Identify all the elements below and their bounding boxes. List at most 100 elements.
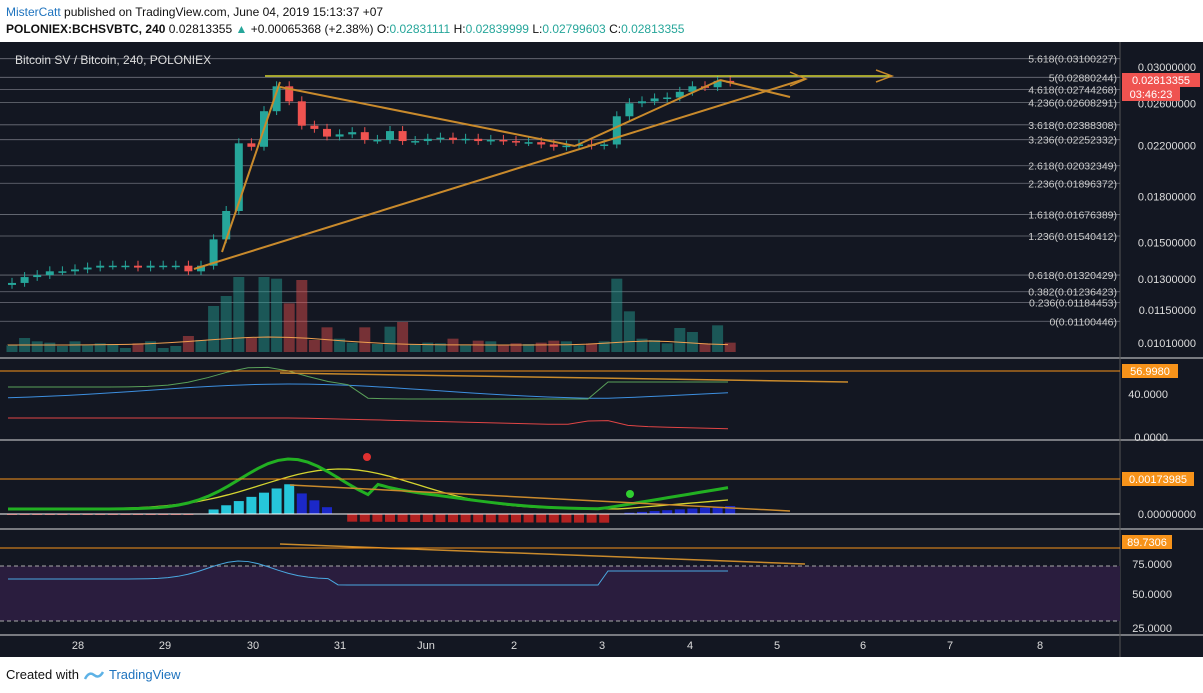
macd-histogram-bar	[309, 500, 320, 514]
volume-bar	[497, 345, 509, 352]
candle	[8, 282, 16, 285]
volume-bar	[182, 336, 194, 352]
price-change: +0.00065368 (+2.38%)	[250, 22, 374, 36]
macd-histogram-bar	[372, 514, 383, 522]
candle	[524, 142, 533, 144]
time-tick-label: 6	[860, 640, 866, 652]
candle	[360, 132, 369, 140]
candle	[297, 101, 306, 126]
volume-bar	[283, 303, 295, 352]
macd-histogram-bar	[637, 511, 647, 514]
macd-histogram-bar	[485, 514, 496, 523]
volume-bar	[485, 341, 497, 352]
macd-line	[8, 457, 729, 511]
macd-histogram-bar	[460, 514, 471, 523]
volume-bar	[359, 327, 371, 352]
chart-canvas[interactable]: 5.618(0.03100227) 5(0.02880244)4.618(0.02…	[0, 42, 1203, 657]
ind2-trend-line	[289, 484, 791, 512]
candle	[234, 143, 243, 211]
volume-bar	[145, 341, 157, 352]
rsi-line	[8, 560, 728, 586]
volume-bar	[573, 345, 585, 352]
fib-level-label: 5.618(0.03100227)	[1028, 54, 1117, 66]
macd-histogram-bar	[674, 509, 685, 514]
price-tick-label: 0.03000000	[1138, 62, 1196, 74]
fib-level-label: 1.236(0.01540412)	[1028, 231, 1117, 243]
time-tick-label: 30	[247, 640, 259, 652]
candle	[663, 97, 672, 99]
volume-ma-line	[7, 336, 729, 346]
candle	[33, 275, 42, 278]
volume-bar	[94, 343, 106, 352]
macd-histogram-bar	[259, 492, 269, 514]
candle	[171, 265, 180, 268]
candle	[562, 145, 571, 148]
time-tick-label: 2	[511, 640, 517, 652]
volume-bar	[220, 296, 232, 352]
fib-level-label: 2.236(0.01896372)	[1028, 178, 1117, 190]
macd-histogram-bar	[322, 507, 332, 514]
volume-bar	[460, 345, 472, 352]
macd-histogram-bar	[586, 514, 597, 523]
candle	[436, 137, 445, 140]
close-label: C:	[609, 22, 622, 36]
candle	[20, 277, 29, 283]
ind1-value-box	[1122, 364, 1178, 378]
chart-title: Bitcoin SV / Bitcoin, 240, POLONIEX	[15, 53, 211, 67]
time-tick-label: 3	[599, 640, 605, 652]
close-value: 0.02813355	[621, 22, 685, 36]
candle	[159, 265, 168, 268]
ind3-trend-line	[279, 543, 806, 565]
candle	[386, 131, 394, 140]
macd-histogram-bar	[221, 505, 232, 514]
tradingview-logo-icon	[83, 669, 105, 681]
price-tick-label: 0.01010000	[1138, 338, 1196, 350]
fib-level-label: 2.618(0.02032349)	[1028, 161, 1117, 173]
countdown-label: 03:46:23	[1130, 89, 1173, 101]
price-tick-label: 0.01300000	[1138, 274, 1196, 286]
ind3-tick-label: 25.0000	[1132, 623, 1172, 635]
trend-line	[574, 79, 721, 147]
candle	[600, 144, 609, 146]
created-with-label: Created with	[6, 667, 79, 682]
volume-bar	[82, 345, 94, 352]
macd-histogram-bar	[712, 506, 723, 514]
adx-line	[8, 366, 728, 400]
macd-histogram-bar	[523, 514, 534, 523]
time-tick-label: 28	[72, 640, 84, 652]
tradingview-link[interactable]: TradingView	[108, 667, 181, 682]
macd-histogram-bar	[296, 493, 307, 514]
candle	[83, 267, 92, 270]
fib-level-label: 0.618(0.01320429)	[1028, 270, 1117, 282]
price-tick-label: 0.01500000	[1138, 238, 1196, 250]
price-tick-label: 0.02600000	[1138, 98, 1196, 110]
crossover-marker	[626, 490, 634, 498]
macd-histogram-bar	[574, 514, 584, 523]
arrow-head-icon	[875, 69, 895, 83]
macd-histogram-bar	[561, 514, 572, 523]
macd-histogram-bar	[397, 514, 408, 522]
time-tick-label: 29	[159, 640, 171, 652]
chart-area[interactable]: 5.618(0.03100227) 5(0.02880244) 4.618(0.02…	[0, 42, 1203, 657]
volume-bar	[371, 344, 383, 352]
candle	[449, 137, 457, 140]
volume-bar	[44, 342, 56, 352]
fib-level-label: 0(0.01100446)	[1049, 316, 1117, 328]
volume-bar	[472, 340, 484, 352]
volume-bar	[611, 278, 623, 352]
ind2-value-box	[1122, 472, 1194, 486]
volume-bar	[724, 342, 736, 352]
overbought-zone	[0, 566, 1120, 621]
fib-level-label: 5(0.02880244)	[1049, 72, 1117, 84]
volume-bar	[296, 280, 308, 352]
volume-bar	[107, 344, 119, 352]
volume-bar	[157, 348, 169, 352]
candle	[650, 98, 659, 102]
volume-bar	[132, 343, 144, 352]
author-link[interactable]: MisterCatt	[6, 5, 61, 19]
candle	[285, 86, 294, 102]
volume-bar	[434, 343, 446, 352]
volume-bar	[6, 345, 18, 352]
volume-bar	[535, 342, 547, 352]
candle	[612, 116, 621, 145]
